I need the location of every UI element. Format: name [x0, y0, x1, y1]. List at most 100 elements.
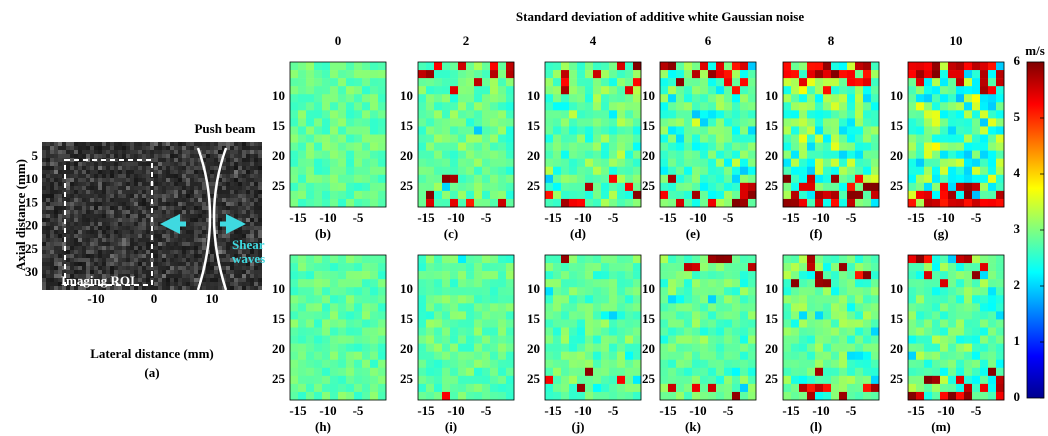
speed-cell	[418, 62, 426, 70]
speed-cell	[426, 78, 434, 86]
speckle	[114, 150, 118, 154]
speed-cell	[708, 352, 716, 360]
speed-cell	[490, 102, 498, 110]
speed-cell	[831, 255, 839, 263]
speckle	[86, 250, 90, 254]
speckle	[166, 170, 170, 174]
speed-cell	[948, 126, 956, 134]
speed-cell	[972, 191, 980, 199]
speed-cell	[633, 384, 641, 392]
speed-cell	[466, 279, 474, 287]
speckle	[162, 218, 166, 222]
speed-cell	[370, 143, 378, 151]
speckle	[106, 226, 110, 230]
speed-cell	[783, 352, 791, 360]
speckle	[178, 182, 182, 186]
speckle	[70, 174, 74, 178]
speckle	[218, 186, 222, 190]
speckle	[198, 218, 202, 222]
speckle	[62, 170, 66, 174]
speckle	[202, 146, 206, 150]
speed-cell	[306, 135, 314, 143]
speed-cell	[716, 183, 724, 191]
speed-cell	[996, 368, 1004, 376]
speed-cell	[855, 392, 863, 400]
speed-cell	[290, 175, 298, 183]
y-tick-label: 15	[272, 311, 286, 326]
speed-cell	[314, 376, 322, 384]
speckle	[58, 222, 62, 226]
speckle	[78, 218, 82, 222]
speed-cell	[498, 295, 506, 303]
speed-cell	[871, 303, 879, 311]
speed-cell	[708, 159, 716, 167]
speed-cell	[748, 183, 756, 191]
speed-cell	[633, 175, 641, 183]
speed-cell	[298, 143, 306, 151]
speed-cell	[660, 263, 668, 271]
speckle	[250, 142, 254, 146]
speed-cell	[577, 255, 585, 263]
speed-cell	[948, 199, 956, 207]
speed-cell	[956, 151, 964, 159]
speckle	[142, 162, 146, 166]
speckle	[198, 230, 202, 234]
speckle	[146, 214, 150, 218]
speed-cell	[980, 352, 988, 360]
speckle	[122, 146, 126, 150]
speed-cell	[823, 94, 831, 102]
speed-cell	[553, 151, 561, 159]
speed-cell	[482, 191, 490, 199]
speckle	[170, 218, 174, 222]
speed-cell	[684, 175, 692, 183]
speckle	[258, 186, 262, 190]
speed-cell	[506, 392, 514, 400]
speed-cell	[684, 78, 692, 86]
speed-cell	[418, 336, 426, 344]
speckle	[182, 226, 186, 230]
speed-cell	[609, 159, 617, 167]
speckle	[210, 178, 214, 182]
speed-cell	[692, 328, 700, 336]
speckle	[66, 206, 70, 210]
speed-cell	[823, 167, 831, 175]
speckle	[102, 250, 106, 254]
figure-title: Standard deviation of additive white Gau…	[516, 9, 804, 24]
speed-cell	[322, 303, 330, 311]
speckle	[246, 222, 250, 226]
speed-cell	[831, 151, 839, 159]
speckle	[86, 194, 90, 198]
speed-cell	[799, 263, 807, 271]
speckle	[210, 174, 214, 178]
speed-cell	[330, 311, 338, 319]
y-tick-label: 10	[272, 88, 285, 103]
speed-cell	[545, 287, 553, 295]
speed-cell	[988, 86, 996, 94]
speed-cell	[593, 295, 601, 303]
speckle	[70, 190, 74, 194]
speckle	[170, 202, 174, 206]
speed-cell	[601, 143, 609, 151]
speed-cell	[617, 368, 625, 376]
speed-cell	[609, 319, 617, 327]
speckle	[130, 242, 134, 246]
speckle	[202, 182, 206, 186]
speed-cell	[908, 94, 916, 102]
speed-cell	[617, 135, 625, 143]
speed-cell	[863, 368, 871, 376]
speckle	[182, 270, 186, 274]
speed-cell	[569, 384, 577, 392]
speckle	[146, 278, 150, 282]
speckle	[210, 146, 214, 150]
speed-cell	[924, 175, 932, 183]
speed-cell	[346, 352, 354, 360]
speed-cell	[815, 183, 823, 191]
speckle	[90, 234, 94, 238]
speckle	[222, 206, 226, 210]
speckle	[194, 166, 198, 170]
speed-cell	[996, 328, 1004, 336]
speed-cell	[569, 102, 577, 110]
speed-cell	[716, 191, 724, 199]
speed-cell	[617, 376, 625, 384]
